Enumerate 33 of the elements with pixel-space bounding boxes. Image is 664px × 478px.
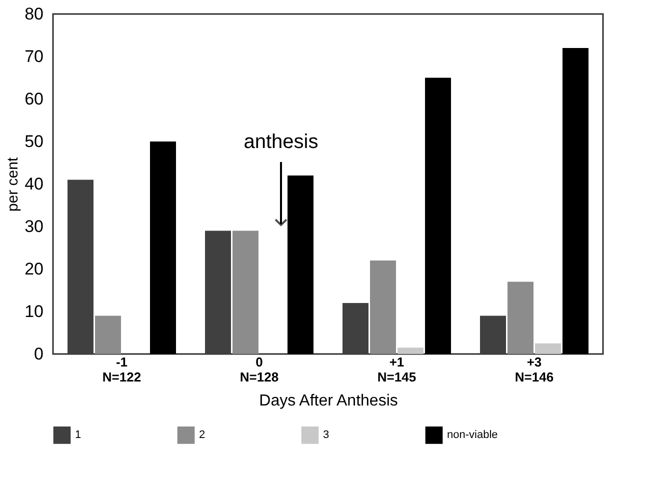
- bar: [342, 303, 368, 354]
- bar: [68, 180, 94, 354]
- y-tick-label: 70: [24, 47, 44, 66]
- legend-label: 3: [323, 429, 330, 442]
- bar: [480, 316, 506, 354]
- bar: [205, 230, 231, 354]
- x-tick-label: +3 N=146: [514, 354, 554, 384]
- x-tick-label: -1 N=122: [102, 354, 142, 384]
- x-tick-label: 0 N=128: [240, 354, 279, 384]
- bar: [150, 142, 176, 354]
- legend-label: non-viable: [447, 429, 498, 442]
- y-tick-label: 60: [24, 90, 44, 108]
- x-tick-label: +1 N=145: [377, 354, 416, 384]
- y-tick-label: 20: [24, 260, 44, 278]
- bar: [370, 260, 396, 354]
- y-tick-label: 10: [24, 302, 44, 321]
- legend-label: 2: [199, 429, 206, 442]
- bar: [232, 230, 258, 354]
- y-tick-label: 80: [24, 4, 44, 24]
- y-tick-label: 50: [24, 132, 44, 151]
- legend-label: 1: [75, 429, 82, 442]
- x-axis-title: Days After Anthesis: [259, 392, 398, 410]
- y-axis-title: per cent: [4, 156, 22, 212]
- bar: [95, 316, 121, 354]
- y-tick-label: 0: [34, 344, 44, 364]
- bar: [535, 343, 561, 354]
- bar: [398, 348, 424, 354]
- y-tick-label: 40: [24, 174, 44, 194]
- bar: [562, 48, 588, 354]
- bar: [425, 78, 451, 354]
- annotation: anthesis: [244, 131, 318, 153]
- y-tick-label: 30: [24, 217, 44, 236]
- bar: [508, 282, 534, 354]
